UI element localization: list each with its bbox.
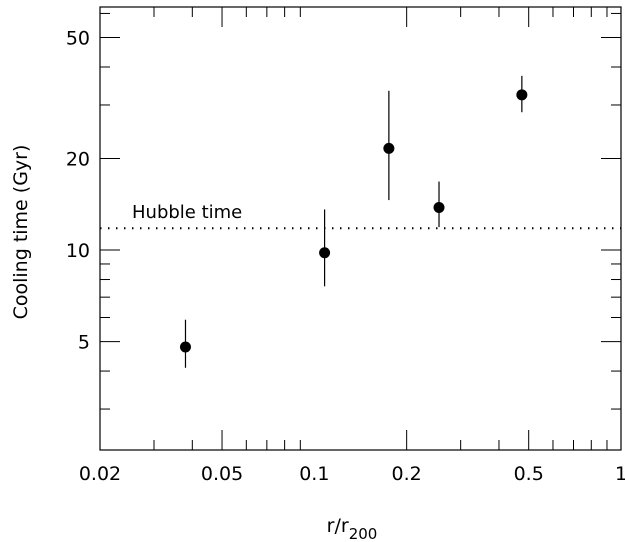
data-point <box>319 247 331 259</box>
x-tick-label: 0.02 <box>79 463 121 485</box>
plot-frame <box>99 6 622 451</box>
y-tick-label: 5 <box>78 332 90 354</box>
data-point <box>433 202 445 214</box>
x-axis-label-subscript: 200 <box>349 525 378 542</box>
data-point <box>516 89 528 101</box>
data-point <box>179 341 191 353</box>
x-tick-label: 0.1 <box>299 463 329 485</box>
data-point <box>383 142 395 154</box>
x-tick-label: 0.2 <box>392 463 422 485</box>
y-axis-label: Cooling time (Gyr) <box>10 145 32 320</box>
x-axis-label: r/r200 <box>327 515 378 542</box>
x-tick-label: 0.5 <box>514 463 544 485</box>
x-axis-label-main: r/r <box>327 515 349 537</box>
y-tick-label: 20 <box>66 149 90 171</box>
y-tick-label: 50 <box>66 28 90 50</box>
y-tick-label: 10 <box>66 240 90 262</box>
hubble-time-label: Hubble time <box>132 202 242 223</box>
x-tick-label: 1 <box>615 463 625 485</box>
x-tick-label: 0.05 <box>201 463 243 485</box>
